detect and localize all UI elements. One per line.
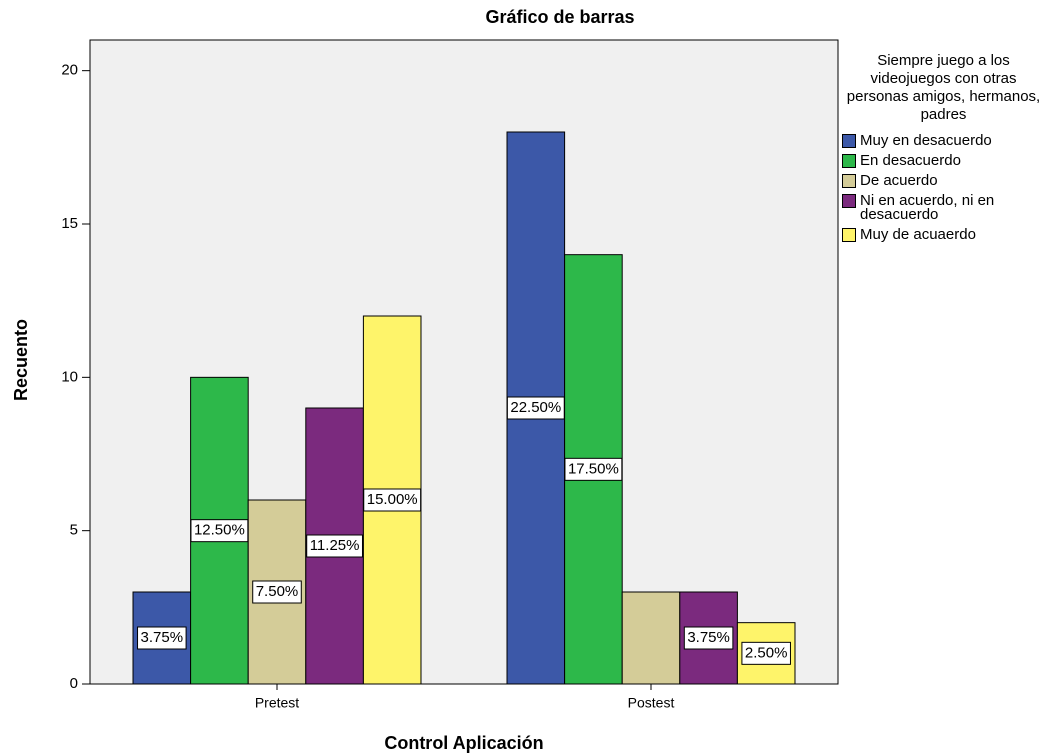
- data-label: 22.50%: [506, 396, 565, 420]
- data-label-box: [190, 519, 249, 543]
- data-label-box: [306, 534, 363, 558]
- data-label-box: [564, 457, 623, 481]
- data-label-box: [252, 580, 302, 604]
- legend-entry: Muy en desacuerdo: [840, 132, 1047, 149]
- y-tick-label: 15: [61, 215, 78, 232]
- data-label-box: [683, 626, 734, 650]
- x-tick-label: Postest: [628, 695, 675, 711]
- legend-entry: Ni en acuerdo, ni en desacuerdo: [840, 192, 1047, 223]
- legend-swatch: [842, 154, 856, 168]
- x-tick-label: Pretest: [255, 695, 299, 711]
- legend-entry: Muy de acuaerdo: [840, 226, 1047, 243]
- data-label: 7.50%: [252, 580, 302, 604]
- legend-swatch: [842, 134, 856, 148]
- chart-title: Gráfico de barras: [485, 7, 634, 27]
- data-label: 15.00%: [363, 488, 422, 512]
- legend-entry: De acuerdo: [840, 172, 1047, 189]
- data-label-text: 3.75%: [141, 629, 184, 646]
- y-tick-label: 10: [61, 368, 78, 385]
- y-tick-label: 20: [61, 62, 78, 79]
- data-label-text: 11.25%: [310, 537, 360, 554]
- legend-swatch: [842, 228, 856, 242]
- data-label-text: 3.75%: [687, 629, 730, 646]
- legend-label: De acuerdo: [860, 172, 938, 189]
- bar: [621, 591, 681, 685]
- data-label: 12.50%: [190, 519, 249, 543]
- data-label-text: 15.00%: [367, 491, 418, 508]
- legend-label: En desacuerdo: [860, 152, 961, 169]
- data-label-box: [363, 488, 422, 512]
- x-axis-label: Control Aplicación: [384, 733, 543, 753]
- data-label: 3.75%: [683, 626, 734, 650]
- data-label-box: [506, 396, 565, 420]
- data-label-box: [137, 626, 187, 650]
- data-label-text: 7.50%: [256, 583, 299, 600]
- y-tick-label: 0: [70, 675, 78, 692]
- data-label: 2.50%: [741, 641, 791, 665]
- y-tick-label: 5: [70, 522, 78, 539]
- legend: Siempre juego a los videojuegos con otra…: [840, 52, 1047, 248]
- legend-swatch: [842, 194, 856, 208]
- data-label: 17.50%: [564, 457, 623, 481]
- legend-label: Ni en acuerdo, ni en desacuerdo: [860, 192, 995, 223]
- data-label-text: 12.50%: [194, 522, 245, 539]
- data-label-box: [741, 641, 791, 665]
- y-axis-label: Recuento: [11, 319, 31, 401]
- data-label-text: 2.50%: [745, 644, 788, 661]
- legend-entry: En desacuerdo: [840, 152, 1047, 169]
- data-label-text: 17.50%: [568, 460, 619, 477]
- data-label-text: 22.50%: [510, 399, 561, 416]
- legend-swatch: [842, 174, 856, 188]
- data-label: 11.25%: [306, 534, 363, 558]
- legend-label: Muy de acuaerdo: [860, 226, 976, 243]
- data-label: 3.75%: [137, 626, 187, 650]
- legend-title: Siempre juego a los videojuegos con otra…: [846, 52, 1041, 123]
- legend-label: Muy en desacuerdo: [860, 132, 992, 149]
